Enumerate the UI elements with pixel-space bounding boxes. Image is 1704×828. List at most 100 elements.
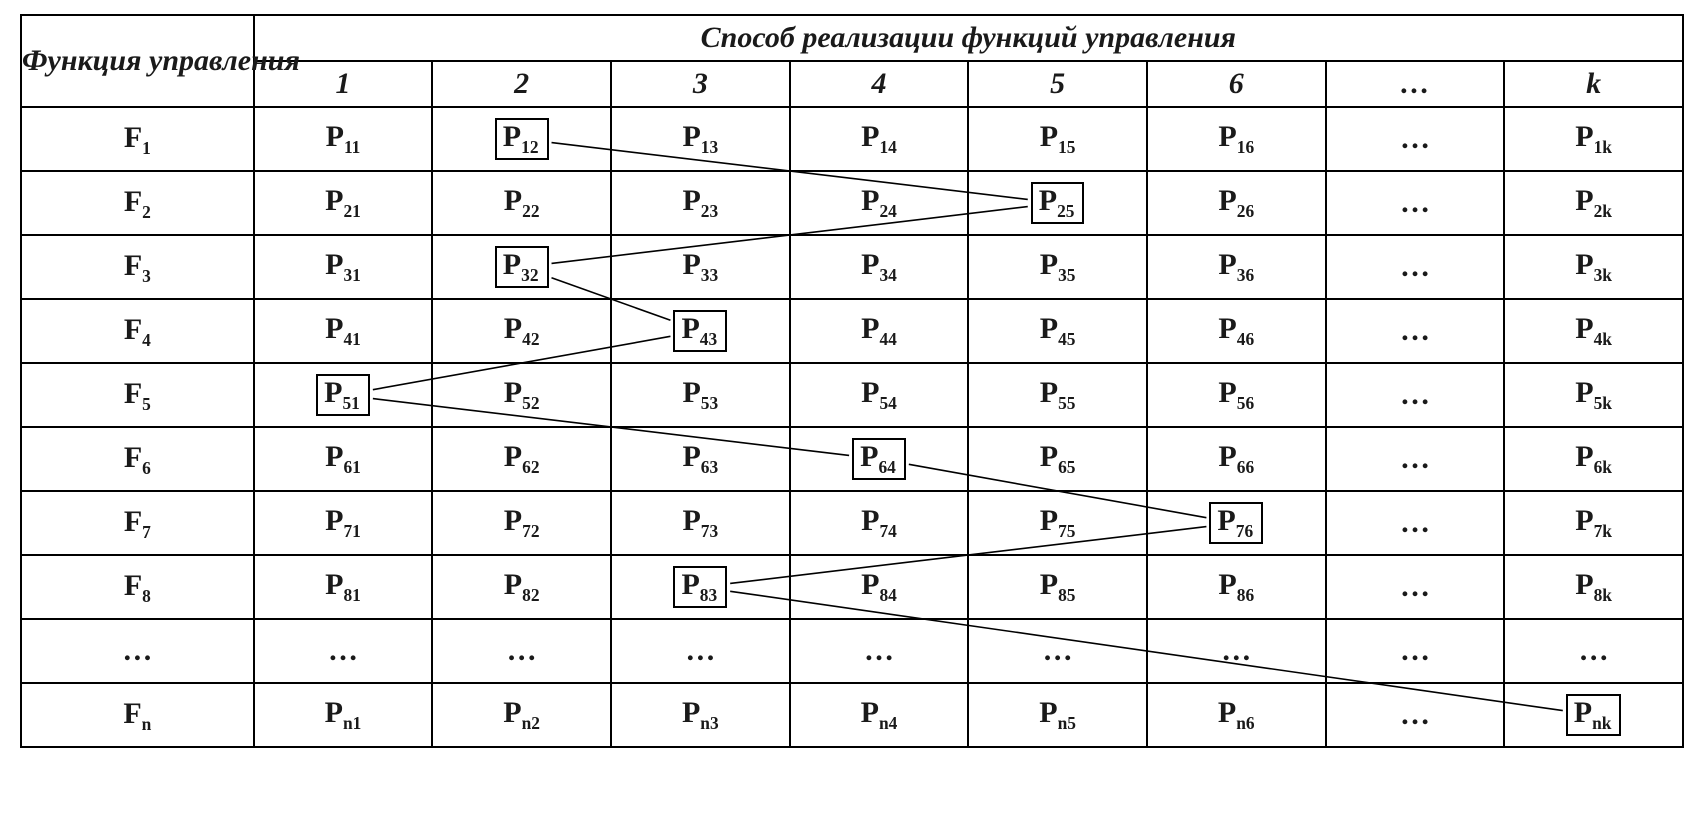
- cell: …: [612, 620, 789, 682]
- cell: …: [1327, 300, 1504, 362]
- cell-label: …: [1400, 316, 1430, 346]
- table-cell: P56: [1147, 363, 1326, 427]
- cell-label: …: [1221, 636, 1251, 666]
- cell-label: F5: [124, 379, 151, 413]
- table-cell: P71: [254, 491, 433, 555]
- table-cell: P7k: [1504, 491, 1683, 555]
- cell-label: …: [1400, 252, 1430, 282]
- morphological-table: Функция управления Способ реализации фун…: [20, 14, 1684, 748]
- table-cell: P61: [254, 427, 433, 491]
- cell-label: P25: [1031, 182, 1085, 224]
- cell: P72: [433, 492, 610, 554]
- cell-label: …: [1400, 508, 1430, 538]
- cell-label: P44: [861, 314, 897, 348]
- cell: Pn6: [1148, 684, 1325, 746]
- cell-label: P6k: [1575, 442, 1612, 476]
- cell: P3k: [1505, 236, 1682, 298]
- cell-label: …: [685, 636, 715, 666]
- table-cell: …: [1326, 683, 1505, 747]
- cell: P73: [612, 492, 789, 554]
- cell-label: …: [1400, 636, 1430, 666]
- selected-cell: P83: [612, 556, 789, 618]
- cell-label: P13: [682, 122, 718, 156]
- table-cell: P33: [611, 235, 790, 299]
- cell-label: Pn4: [861, 698, 898, 732]
- cell: P55: [969, 364, 1146, 426]
- table-cell: …: [611, 619, 790, 683]
- cell-label: P55: [1040, 378, 1076, 412]
- cell: P63: [612, 428, 789, 490]
- cell: P22: [433, 172, 610, 234]
- table-cell: P64: [790, 427, 969, 491]
- cell: P54: [791, 364, 968, 426]
- cell: P26: [1148, 172, 1325, 234]
- table-cell: …: [790, 619, 969, 683]
- cell-label: P64: [852, 438, 906, 480]
- table-cell: …: [1326, 427, 1505, 491]
- row-label: F8: [21, 555, 254, 619]
- cell: Pn4: [791, 684, 968, 746]
- table-cell: …: [1326, 171, 1505, 235]
- table-row: F7P71P72P73P74P75P76…P7k: [21, 491, 1683, 555]
- cell: …: [1327, 172, 1504, 234]
- table-cell: P25: [968, 171, 1147, 235]
- cell-label: …: [122, 636, 152, 666]
- cell-label: P21: [325, 186, 361, 220]
- table-row: F1P11P12P13P14P15P16…P1k: [21, 107, 1683, 171]
- cell-label: P83: [673, 566, 727, 608]
- table-row: F2P21P22P23P24P25P26…P2k: [21, 171, 1683, 235]
- cell: P5k: [1505, 364, 1682, 426]
- table-cell: …: [254, 619, 433, 683]
- cell-label: P8k: [1575, 570, 1612, 604]
- cell: Pn5: [969, 684, 1146, 746]
- table-cell: P82: [432, 555, 611, 619]
- cell-label: P32: [495, 246, 549, 288]
- cell: P74: [791, 492, 968, 554]
- table-cell: P74: [790, 491, 969, 555]
- cell: P31: [255, 236, 432, 298]
- cell: P86: [1148, 556, 1325, 618]
- cell-label: P76: [1209, 502, 1263, 544]
- cell-label: P35: [1040, 250, 1076, 284]
- cell-label: P53: [682, 378, 718, 412]
- header-function-label: Функция управления: [22, 46, 300, 76]
- row-label: F4: [21, 299, 254, 363]
- cell-label: …: [1400, 572, 1430, 602]
- table-cell: …: [1326, 491, 1505, 555]
- cell: P33: [612, 236, 789, 298]
- table-cell: …: [432, 619, 611, 683]
- cell-label: P12: [495, 118, 549, 160]
- cell: P24: [791, 172, 968, 234]
- table-cell: P43: [611, 299, 790, 363]
- cell-label: F6: [124, 443, 151, 477]
- cell: …: [969, 620, 1146, 682]
- selected-cell: Pnk: [1505, 684, 1682, 746]
- cell: P13: [612, 108, 789, 170]
- table-cell: Pn3: [611, 683, 790, 747]
- table-cell: P34: [790, 235, 969, 299]
- cell-label: P85: [1040, 570, 1076, 604]
- table-cell: P3k: [1504, 235, 1683, 299]
- page: Функция управления Способ реализации фун…: [0, 0, 1704, 758]
- header-method-label: Способ реализации функций управления: [701, 23, 1236, 53]
- cell: …: [1327, 108, 1504, 170]
- table-cell: P46: [1147, 299, 1326, 363]
- table-cell: P51: [254, 363, 433, 427]
- cell: P11: [255, 108, 432, 170]
- cell-label: P24: [861, 186, 897, 220]
- table-cell: P32: [432, 235, 611, 299]
- table-row: FnPn1Pn2Pn3Pn4Pn5Pn6…Pnk: [21, 683, 1683, 747]
- row-label: …: [21, 619, 254, 683]
- cell-label: P71: [325, 506, 361, 540]
- cell: P61: [255, 428, 432, 490]
- table-cell: P36: [1147, 235, 1326, 299]
- table-cell: P5k: [1504, 363, 1683, 427]
- cell: P45: [969, 300, 1146, 362]
- selected-cell: P25: [969, 172, 1146, 234]
- cell-label: P1k: [1575, 122, 1612, 156]
- cell: P75: [969, 492, 1146, 554]
- table-cell: Pn5: [968, 683, 1147, 747]
- cell-label: …: [1043, 636, 1073, 666]
- table-cell: P41: [254, 299, 433, 363]
- cell-label: P5k: [1575, 378, 1612, 412]
